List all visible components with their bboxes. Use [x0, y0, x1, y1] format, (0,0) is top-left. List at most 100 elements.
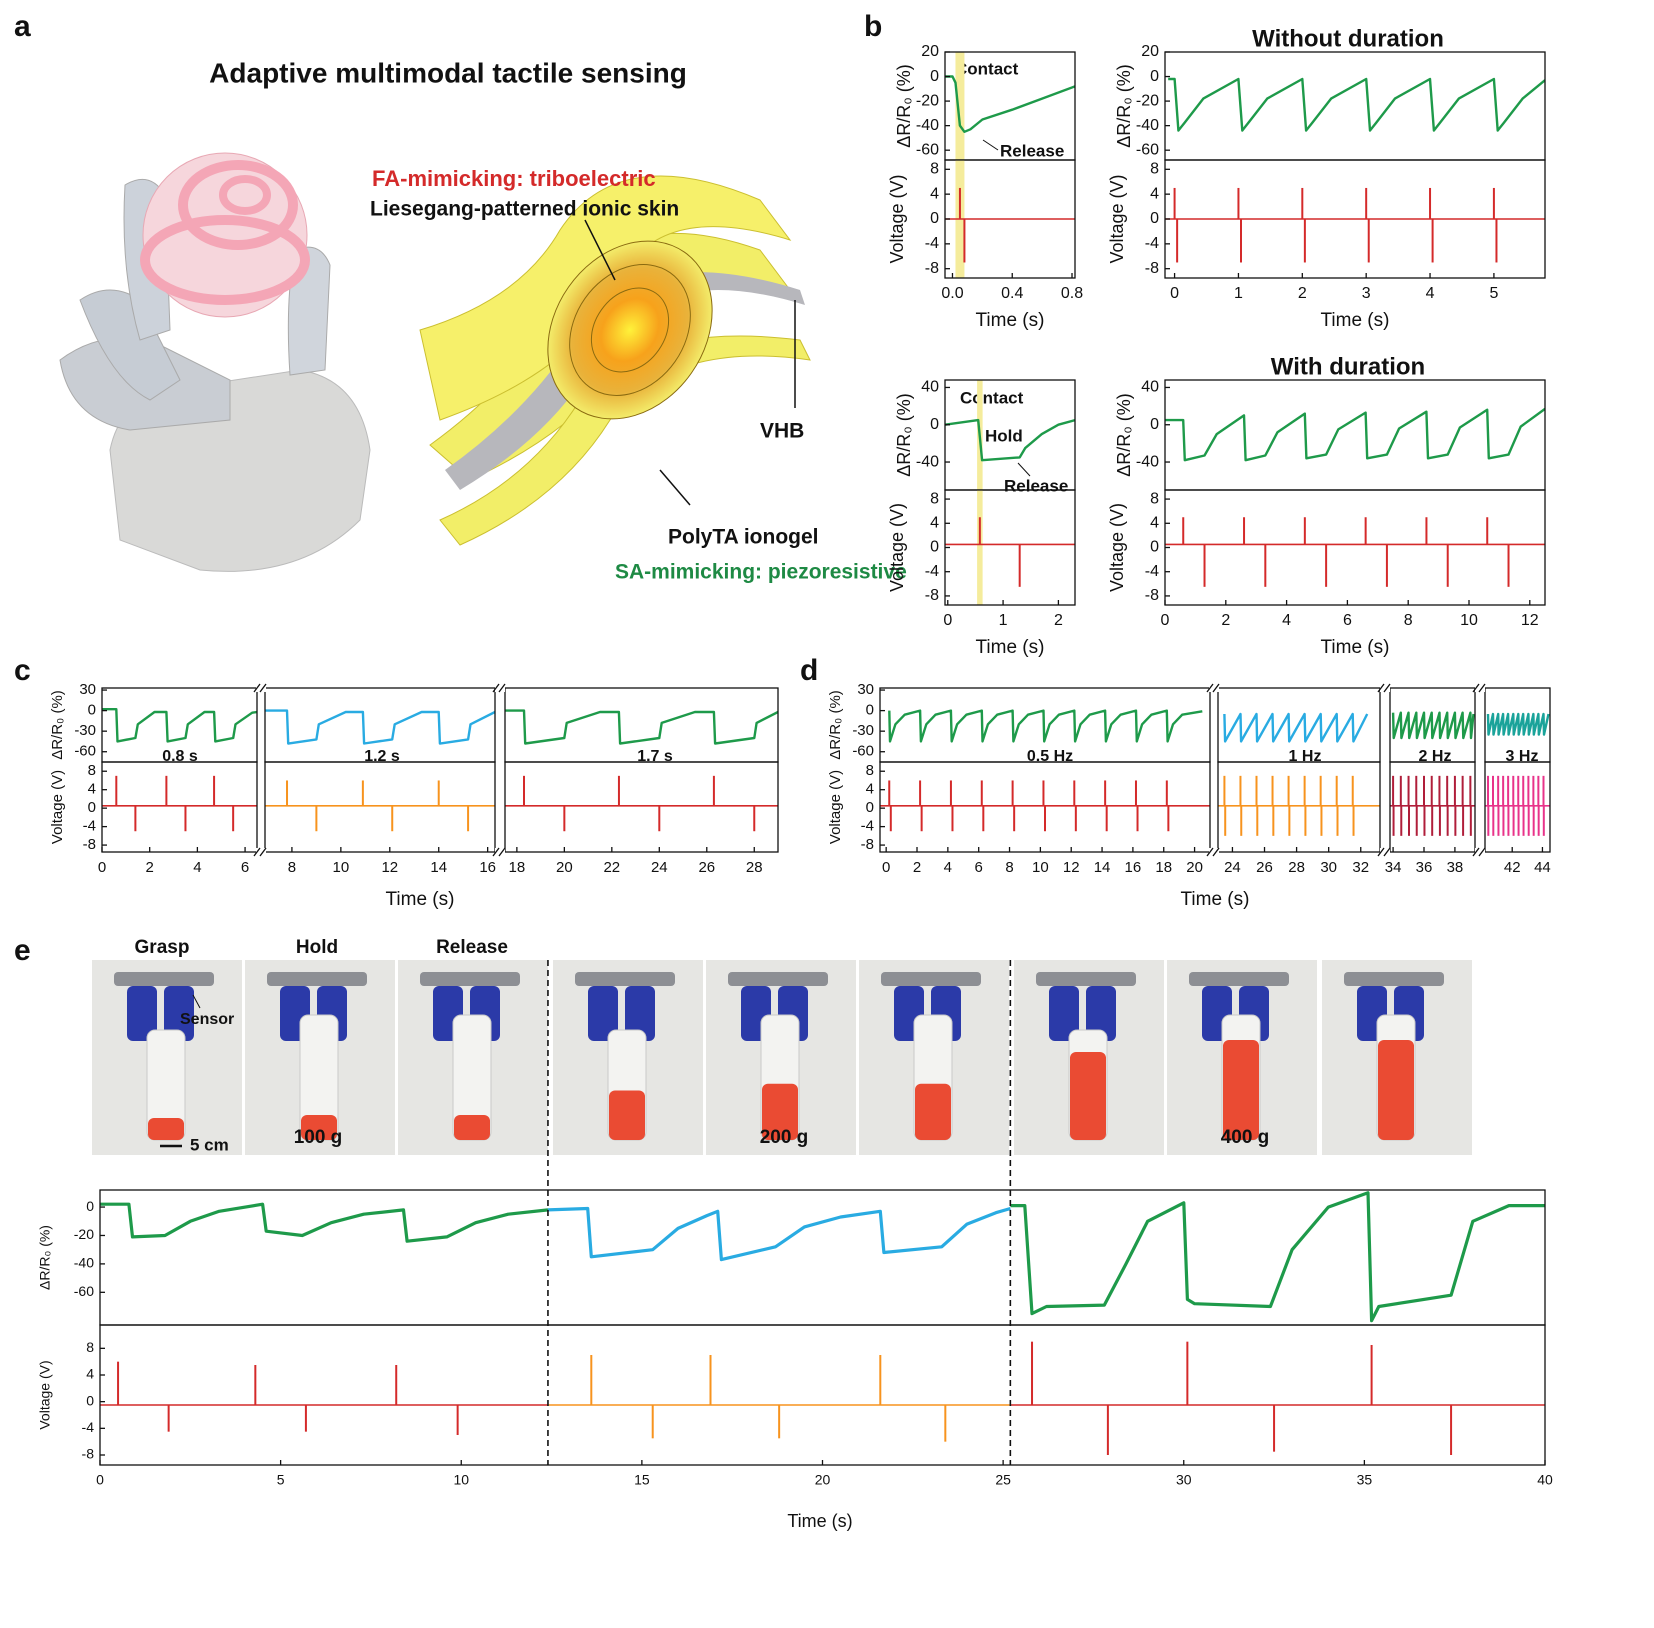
- break-mark: [1472, 683, 1480, 693]
- line-trace: [888, 709, 1203, 743]
- y-tick-label: -8: [82, 1446, 95, 1462]
- liquid: [301, 1115, 337, 1140]
- break-mark: [259, 847, 267, 857]
- finger: [79, 289, 181, 401]
- y-tick-label: -8: [861, 836, 874, 853]
- line-trace: [1165, 407, 1545, 462]
- y-tick-label: 0: [88, 702, 96, 719]
- break-mark: [1206, 683, 1214, 693]
- y-tick-label: -40: [916, 453, 939, 470]
- y-tick-label: -30: [852, 722, 874, 739]
- y-tick-label: 4: [866, 781, 874, 798]
- x-tick-label: 30: [1176, 1472, 1192, 1488]
- annotation: Contact: [955, 59, 1019, 78]
- x-tick-label: 10: [453, 1472, 469, 1488]
- plot: [505, 709, 778, 745]
- x-tick-label: 12: [381, 859, 398, 876]
- annotation: 1.7 s: [637, 748, 673, 765]
- plot-frame: [944, 489, 1076, 606]
- plot: [880, 780, 1210, 832]
- y-tick-label: 4: [1150, 185, 1159, 202]
- pointer: [1017, 462, 1031, 477]
- y-tick-label: 8: [1150, 161, 1159, 178]
- annotation: 3 Hz: [1506, 748, 1539, 765]
- annotation: Release: [1000, 141, 1064, 160]
- label: VHB: [760, 420, 804, 443]
- plot-frame: [1484, 761, 1551, 853]
- y-axis-label: ΔR/R₀ (%): [1114, 393, 1134, 477]
- y-tick-label: -4: [861, 818, 874, 835]
- x-tick-label: 14: [1094, 859, 1111, 876]
- x-tick-label: 10: [333, 859, 350, 876]
- break-gap: [1380, 684, 1390, 692]
- y-tick-label: 8: [88, 762, 96, 779]
- highlight: [977, 490, 983, 605]
- y-tick-label: -40: [1136, 117, 1159, 134]
- x-tick-label: 26: [1256, 859, 1273, 876]
- x-tick-label: 20: [815, 1472, 831, 1488]
- x-tick-label: 4: [193, 859, 201, 876]
- y-tick-label: -60: [916, 141, 939, 158]
- y-tick-label: -8: [925, 260, 939, 277]
- plot: [945, 380, 1075, 490]
- annotation: 200 g: [760, 1127, 809, 1148]
- y-tick-label: -20: [74, 1226, 94, 1242]
- x-axis-label: Time (s): [386, 889, 455, 910]
- y-axis-label: Voltage (V): [49, 770, 66, 844]
- plot-frame: [1164, 51, 1546, 161]
- liquid: [1223, 1040, 1259, 1140]
- gripper-plate: [420, 972, 520, 986]
- y-axis-label: Voltage (V): [887, 174, 907, 263]
- gripper-finger: [588, 986, 618, 1041]
- y-tick-label: -8: [83, 836, 96, 853]
- plot: [100, 1191, 1545, 1323]
- panel-label: b: [864, 10, 882, 43]
- x-tick-label: 12: [1521, 612, 1539, 629]
- x-tick-label: 1: [1234, 285, 1243, 302]
- plot: [100, 1341, 1545, 1455]
- label: SA-mimicking: piezoresistive: [615, 561, 907, 584]
- annotation: Contact: [960, 388, 1024, 407]
- x-tick-label: 25: [995, 1472, 1011, 1488]
- x-tick-label: 40: [1537, 1472, 1553, 1488]
- liquid: [148, 1118, 184, 1140]
- gripper-finger: [1049, 986, 1079, 1041]
- x-tick-label: 0: [1170, 285, 1179, 302]
- liquid: [762, 1083, 798, 1140]
- annotation: 100 g: [294, 1127, 343, 1148]
- y-tick-label: 4: [930, 515, 939, 532]
- y-tick-label: -60: [1136, 141, 1159, 158]
- x-tick-label: 8: [1005, 859, 1013, 876]
- x-tick-label: 2: [913, 859, 921, 876]
- x-tick-label: 18: [1155, 859, 1172, 876]
- illustration: [59, 152, 811, 572]
- annotation: 5 cm: [190, 1135, 229, 1154]
- x-tick-label: 4: [944, 859, 952, 876]
- break-gap: [1209, 848, 1219, 856]
- y-axis-label: Voltage (V): [827, 770, 844, 844]
- plot-frame: [879, 761, 1211, 853]
- ionogel-layer: [439, 335, 811, 546]
- y-tick-label: -4: [1145, 235, 1159, 252]
- x-tick-label: 16: [479, 859, 496, 876]
- line-trace: [945, 418, 1075, 462]
- y-tick-label: 0: [1150, 68, 1159, 85]
- y-tick-label: -8: [925, 587, 939, 604]
- x-tick-label: 2: [1221, 612, 1230, 629]
- x-tick-label: 6: [1343, 612, 1352, 629]
- gripper-plate: [267, 972, 367, 986]
- break-gap: [1380, 848, 1390, 856]
- plot: [505, 775, 778, 832]
- y-tick-label: 0: [1150, 539, 1159, 556]
- x-tick-label: 12: [1063, 859, 1080, 876]
- y-tick-label: 0: [930, 68, 939, 85]
- gripper-finger: [127, 986, 157, 1041]
- heading: Without duration: [1252, 25, 1444, 52]
- break-mark: [1206, 847, 1214, 857]
- x-tick-label: 2: [1054, 612, 1063, 629]
- x-tick-label: 15: [634, 1472, 650, 1488]
- photo-label: Release: [436, 937, 508, 958]
- break-mark: [1383, 683, 1391, 693]
- x-tick-label: 4: [1426, 285, 1435, 302]
- gripper-finger: [164, 986, 194, 1041]
